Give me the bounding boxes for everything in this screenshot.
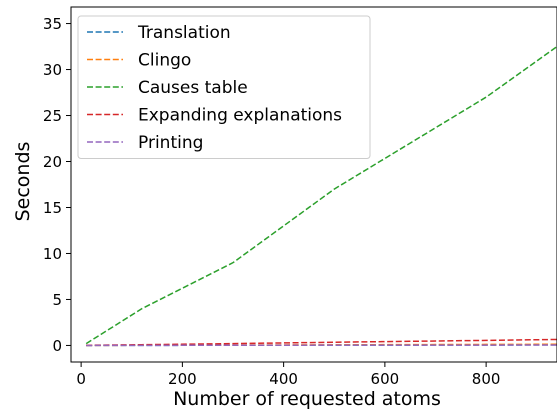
axes-frame [70, 6, 557, 363]
y-tick-label: 30 [43, 61, 62, 79]
x-tick-label: 0 [76, 370, 86, 388]
legend-box [77, 15, 371, 159]
y-tick-label: 25 [43, 107, 62, 125]
y-tick-label: 10 [43, 245, 62, 263]
y-axis-label: Seconds [12, 142, 34, 222]
legend-label: Causes table [138, 78, 248, 98]
x-axis: 0 200 400 600 800 [76, 362, 500, 388]
plot-area [85, 45, 557, 347]
x-axis-label: Number of requested atoms [173, 388, 441, 410]
legend-label: Expanding explanations [138, 106, 342, 126]
x-tick-label: 200 [168, 370, 197, 388]
y-tick-label: 0 [52, 337, 62, 355]
y-tick-label: 20 [43, 153, 62, 171]
y-tick-label: 15 [43, 199, 62, 217]
legend: Translation Clingo Causes table Expanding e… [77, 15, 371, 159]
y-axis: 0 5 10 15 20 25 30 35 [43, 15, 71, 355]
x-tick-label: 800 [472, 370, 501, 388]
legend-label: Clingo [138, 51, 191, 71]
y-tick-label: 5 [52, 291, 62, 309]
x-tick-label: 400 [269, 370, 298, 388]
legend-label: Printing [138, 133, 203, 153]
series-line-causes-table [85, 45, 557, 345]
y-tick-label: 35 [43, 15, 62, 33]
legend-label: Translation [137, 23, 231, 43]
x-tick-label: 600 [371, 370, 400, 388]
